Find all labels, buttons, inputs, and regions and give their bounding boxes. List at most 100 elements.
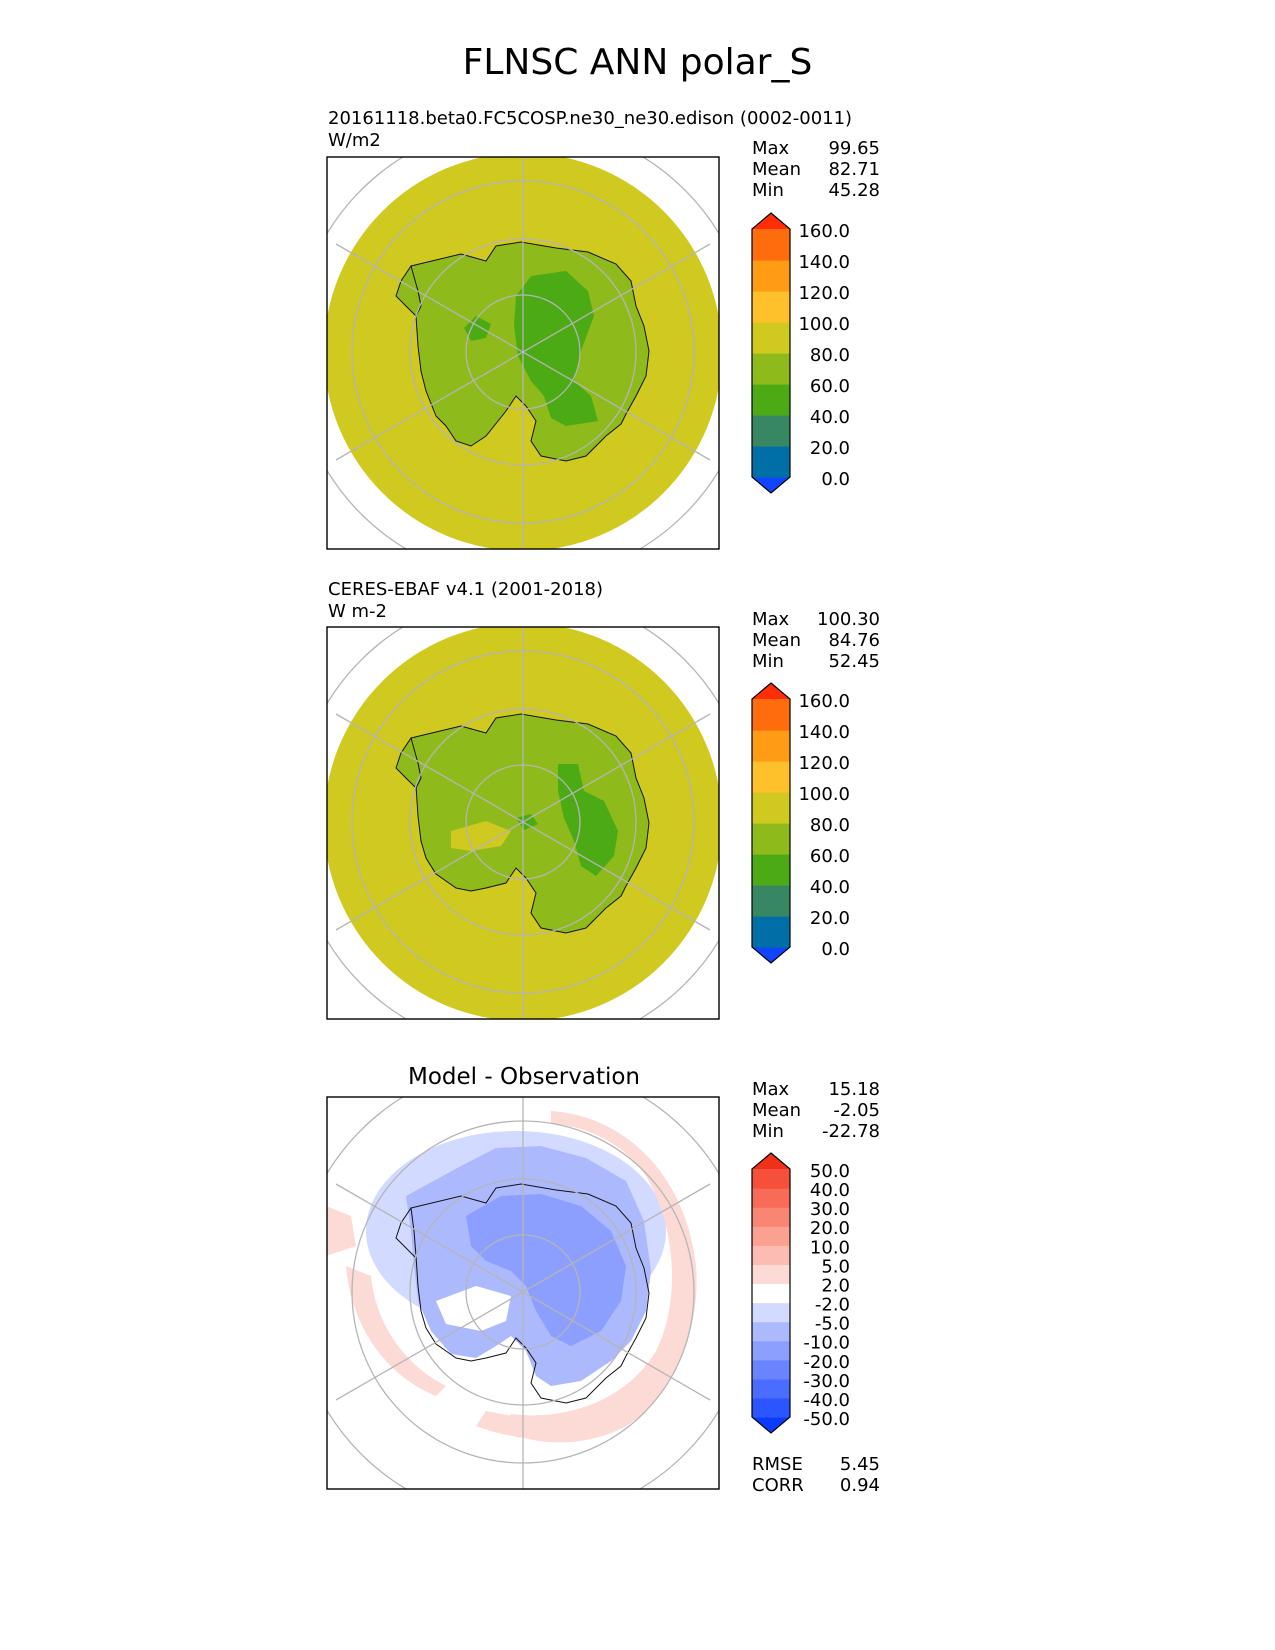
metric-label: RMSE bbox=[752, 1454, 803, 1475]
stat-label: Max bbox=[752, 1079, 790, 1100]
panel1-peninsula bbox=[395, 264, 422, 317]
colorbar-tick-label: 40.0 bbox=[810, 1180, 850, 1201]
panel2-units: W m-2 bbox=[328, 601, 388, 622]
colorbar-extend-high bbox=[752, 213, 790, 229]
colorbar-extend-high bbox=[752, 1153, 790, 1169]
colorbar-tick-label: 2.0 bbox=[821, 1275, 850, 1296]
colorbar-swatch bbox=[752, 1378, 790, 1399]
panel2-peninsula bbox=[395, 736, 422, 789]
colorbar-outline bbox=[751, 1152, 791, 1434]
colorbar-swatch bbox=[752, 384, 790, 416]
stat-value: -22.78 bbox=[821, 1121, 880, 1142]
panel3-colorbar: 50.040.030.020.010.05.02.0-2.0-5.0-10.0-… bbox=[751, 1152, 850, 1434]
panel2-colorbar: 160.0 140.0 120.0 100.0 80.0 60.0 40.0 20.0 0.0 bbox=[751, 682, 850, 964]
colorbar-swatch bbox=[752, 1340, 790, 1361]
panel2-interior-dark bbox=[558, 764, 618, 876]
panel3-map bbox=[326, 1096, 720, 1490]
metric-value: 5.45 bbox=[839, 1454, 880, 1475]
colorbar-outline bbox=[751, 682, 791, 964]
panel3-title: Model - Observation bbox=[407, 1064, 641, 1090]
stat-label: Min bbox=[752, 180, 784, 201]
colorbar-swatch bbox=[752, 1359, 790, 1380]
colorbar-swatch bbox=[752, 1245, 790, 1265]
panel3-coast bbox=[395, 1183, 650, 1404]
colorbar-swatch bbox=[752, 885, 790, 917]
colorbar-tick-label: 120.0 bbox=[798, 753, 850, 774]
colorbar-tick-label: 20.0 bbox=[810, 1218, 850, 1239]
colorbar-tick-label: 140.0 bbox=[798, 252, 850, 273]
colorbar-swatch bbox=[752, 1321, 790, 1342]
panel3-warm-arc-west bbox=[346, 1266, 446, 1396]
panel3-warm-patch-nw bbox=[327, 1206, 356, 1256]
colorbar-tick-label: -10.0 bbox=[803, 1333, 850, 1354]
panel2-stats: Max 100.30 Mean 84.76 Min 52.45 bbox=[752, 609, 880, 675]
colorbar-swatch bbox=[752, 322, 790, 354]
colorbar-tick-label: 160.0 bbox=[798, 691, 850, 712]
colorbar-swatch bbox=[752, 415, 790, 447]
stat-label: Mean bbox=[752, 630, 802, 651]
stat-value: -2.05 bbox=[833, 1100, 880, 1121]
colorbar-tick-label: -20.0 bbox=[803, 1352, 850, 1373]
stat-label: Min bbox=[752, 651, 784, 672]
stat-value: 84.76 bbox=[828, 630, 880, 651]
colorbar-swatch bbox=[752, 854, 790, 886]
colorbar-tick-label: 40.0 bbox=[810, 877, 850, 898]
panel1-units: W/m2 bbox=[328, 130, 381, 151]
colorbar-tick-label: 100.0 bbox=[798, 314, 850, 335]
panel3-warm-patch-south bbox=[476, 1411, 626, 1441]
colorbar-swatch bbox=[752, 699, 790, 731]
colorbar-tick-label: 10.0 bbox=[810, 1237, 850, 1258]
colorbar-tick-label: -40.0 bbox=[803, 1390, 850, 1411]
stat-value: 100.30 bbox=[817, 609, 880, 630]
colorbar-swatch bbox=[752, 1207, 790, 1227]
panel2-map bbox=[326, 626, 720, 1020]
panel3-continent-blue-dark bbox=[466, 1194, 626, 1346]
colorbar-tick-label: 40.0 bbox=[810, 407, 850, 428]
panel1-stats: Max 99.65 Mean 82.71 Min 45.28 bbox=[752, 138, 880, 204]
colorbar-tick-label: 20.0 bbox=[810, 438, 850, 459]
colorbar-swatch bbox=[752, 1397, 790, 1418]
panel2-title: CERES-EBAF v4.1 (2001-2018) bbox=[328, 579, 604, 600]
colorbar-extend-low bbox=[752, 947, 790, 963]
colorbar-extend-high bbox=[752, 683, 790, 699]
stat-value: 15.18 bbox=[828, 1079, 880, 1100]
colorbar-tick-label: 120.0 bbox=[798, 283, 850, 304]
panel3-metrics: RMSE 5.45 CORR 0.94 bbox=[752, 1454, 880, 1498]
colorbar-tick-label: 80.0 bbox=[810, 815, 850, 836]
colorbar-tick-label: 0.0 bbox=[821, 469, 850, 490]
colorbar-swatch bbox=[752, 761, 790, 793]
stat-value: 82.71 bbox=[828, 159, 880, 180]
panel1-map bbox=[326, 156, 720, 550]
metric-label: CORR bbox=[752, 1475, 804, 1496]
colorbar-tick-label: 60.0 bbox=[810, 376, 850, 397]
panel3-stats: Max 15.18 Mean -2.05 Min -22.78 bbox=[752, 1079, 880, 1145]
metric-value: 0.94 bbox=[839, 1475, 880, 1496]
colorbar-tick-label: 5.0 bbox=[821, 1256, 850, 1277]
colorbar-swatch bbox=[752, 1226, 790, 1246]
colorbar-tick-label: 0.0 bbox=[821, 939, 850, 960]
colorbar-tick-label: -5.0 bbox=[815, 1314, 850, 1335]
stat-label: Mean bbox=[752, 1100, 802, 1121]
colorbar-swatch bbox=[752, 291, 790, 323]
colorbar-extend-low bbox=[752, 477, 790, 493]
colorbar-swatch bbox=[752, 1188, 790, 1208]
colorbar-swatch bbox=[752, 353, 790, 385]
colorbar-swatch bbox=[752, 260, 790, 292]
colorbar-swatch bbox=[752, 446, 790, 478]
colorbar-swatch bbox=[752, 792, 790, 824]
colorbar-tick-label: -2.0 bbox=[815, 1295, 850, 1316]
colorbar-tick-label: 60.0 bbox=[810, 846, 850, 867]
page-title: FLNSC ANN polar_S bbox=[462, 42, 813, 83]
colorbar-tick-label: 50.0 bbox=[810, 1161, 850, 1182]
stat-label: Max bbox=[752, 609, 790, 630]
panel3-ross-white bbox=[436, 1286, 511, 1331]
colorbar-tick-label: 160.0 bbox=[798, 221, 850, 242]
colorbar-tick-label: 140.0 bbox=[798, 722, 850, 743]
colorbar-swatch bbox=[752, 1264, 790, 1285]
colorbar-swatch bbox=[752, 229, 790, 261]
stat-label: Mean bbox=[752, 159, 802, 180]
colorbar-swatch bbox=[752, 1169, 790, 1189]
colorbar-tick-label: 100.0 bbox=[798, 784, 850, 805]
colorbar-tick-label: 20.0 bbox=[810, 908, 850, 929]
colorbar-swatch bbox=[752, 730, 790, 762]
